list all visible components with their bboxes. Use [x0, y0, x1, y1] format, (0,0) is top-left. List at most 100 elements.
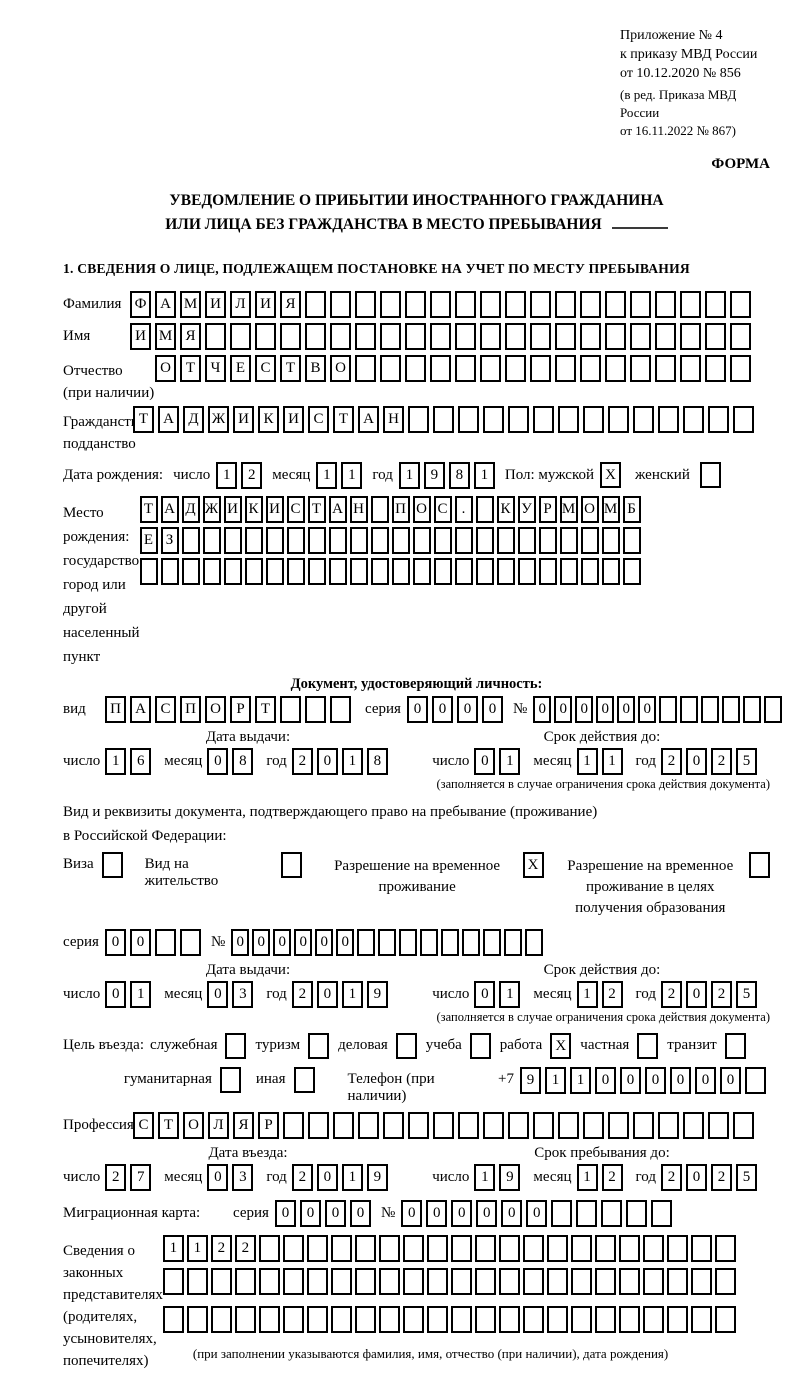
char-cell[interactable] — [458, 1112, 479, 1139]
char-cell[interactable] — [622, 527, 641, 554]
char-cell[interactable] — [601, 527, 620, 554]
char-cell[interactable] — [186, 1268, 208, 1295]
char-cell[interactable]: 9 — [423, 462, 445, 489]
char-cell[interactable] — [430, 323, 451, 350]
char-cell[interactable] — [555, 291, 576, 318]
char-cell[interactable]: 0 — [316, 981, 338, 1008]
char-cell[interactable] — [426, 1268, 448, 1295]
char-cell[interactable] — [701, 696, 720, 723]
char-cell[interactable] — [505, 291, 526, 318]
char-cell[interactable]: Н — [383, 406, 404, 433]
char-cell[interactable] — [551, 1200, 573, 1227]
char-cell[interactable]: Я — [280, 291, 301, 318]
char-cell[interactable] — [433, 527, 452, 554]
char-cell[interactable] — [258, 1235, 280, 1262]
char-cell[interactable] — [380, 323, 401, 350]
char-cell[interactable] — [202, 527, 221, 554]
char-cell[interactable] — [618, 1235, 640, 1262]
char-cell[interactable]: И — [223, 496, 242, 523]
char-cell[interactable]: Д — [181, 496, 200, 523]
char-cell[interactable] — [179, 929, 201, 956]
temp-residence-checkbox[interactable]: X — [522, 852, 544, 878]
char-cell[interactable] — [426, 1235, 448, 1262]
char-cell[interactable]: 2 — [291, 748, 313, 775]
char-cell[interactable] — [580, 355, 601, 382]
char-cell[interactable]: 6 — [130, 748, 152, 775]
char-cell[interactable] — [745, 1067, 766, 1094]
char-cell[interactable] — [162, 1306, 184, 1333]
char-cell[interactable] — [594, 1268, 616, 1295]
char-cell[interactable] — [480, 355, 501, 382]
char-cell[interactable] — [244, 558, 263, 585]
char-cell[interactable] — [705, 355, 726, 382]
char-cell[interactable] — [658, 1112, 679, 1139]
char-cell[interactable] — [234, 1306, 256, 1333]
char-cell[interactable]: Т — [158, 1112, 179, 1139]
char-cell[interactable] — [358, 1112, 379, 1139]
char-cell[interactable] — [154, 929, 176, 956]
char-cell[interactable]: 1 — [216, 462, 238, 489]
char-cell[interactable] — [450, 1306, 472, 1333]
char-cell[interactable] — [666, 1235, 688, 1262]
char-cell[interactable] — [210, 1268, 232, 1295]
char-cell[interactable] — [455, 323, 476, 350]
char-cell[interactable] — [405, 355, 426, 382]
char-cell[interactable] — [601, 1200, 623, 1227]
char-cell[interactable]: 0 — [620, 1067, 641, 1094]
char-cell[interactable]: Б — [622, 496, 641, 523]
char-cell[interactable]: Ч — [205, 355, 226, 382]
char-cell[interactable] — [305, 323, 326, 350]
char-cell[interactable]: 0 — [686, 748, 707, 775]
char-cell[interactable] — [705, 323, 726, 350]
char-cell[interactable] — [355, 291, 376, 318]
char-cell[interactable] — [483, 1112, 504, 1139]
char-cell[interactable]: О — [155, 355, 176, 382]
char-cell[interactable] — [306, 1306, 328, 1333]
char-cell[interactable]: Ж — [208, 406, 229, 433]
char-cell[interactable] — [655, 291, 676, 318]
char-cell[interactable]: М — [155, 323, 176, 350]
char-cell[interactable] — [764, 696, 783, 723]
char-cell[interactable] — [450, 1268, 472, 1295]
char-cell[interactable] — [282, 1268, 304, 1295]
char-cell[interactable] — [498, 1306, 520, 1333]
char-cell[interactable]: К — [258, 406, 279, 433]
char-cell[interactable] — [605, 355, 626, 382]
char-cell[interactable]: Е — [139, 527, 158, 554]
char-cell[interactable]: С — [255, 355, 276, 382]
char-cell[interactable]: М — [559, 496, 578, 523]
char-cell[interactable] — [354, 1306, 376, 1333]
char-cell[interactable] — [265, 558, 284, 585]
char-cell[interactable] — [683, 1112, 704, 1139]
char-cell[interactable] — [280, 696, 301, 723]
char-cell[interactable]: А — [160, 496, 179, 523]
char-cell[interactable]: 1 — [499, 981, 521, 1008]
char-cell[interactable] — [626, 1200, 648, 1227]
char-cell[interactable] — [330, 1235, 352, 1262]
char-cell[interactable]: И — [265, 496, 284, 523]
char-cell[interactable]: 2 — [241, 462, 263, 489]
char-cell[interactable] — [730, 291, 751, 318]
char-cell[interactable]: 0 — [431, 696, 453, 723]
char-cell[interactable]: 0 — [273, 929, 292, 956]
char-cell[interactable] — [330, 323, 351, 350]
char-cell[interactable] — [234, 1268, 256, 1295]
char-cell[interactable] — [475, 527, 494, 554]
char-cell[interactable] — [642, 1306, 664, 1333]
char-cell[interactable] — [743, 696, 762, 723]
char-cell[interactable]: С — [133, 1112, 154, 1139]
char-cell[interactable] — [601, 558, 620, 585]
char-cell[interactable]: Т — [255, 696, 276, 723]
char-cell[interactable] — [522, 1235, 544, 1262]
char-cell[interactable] — [559, 527, 578, 554]
char-cell[interactable] — [474, 1235, 496, 1262]
char-cell[interactable] — [630, 323, 651, 350]
char-cell[interactable] — [160, 558, 179, 585]
char-cell[interactable] — [210, 1306, 232, 1333]
purpose-official-checkbox[interactable] — [225, 1033, 247, 1059]
char-cell[interactable] — [655, 323, 676, 350]
char-cell[interactable]: 1 — [576, 981, 598, 1008]
char-cell[interactable] — [580, 558, 599, 585]
char-cell[interactable]: Ж — [202, 496, 221, 523]
char-cell[interactable] — [286, 558, 305, 585]
